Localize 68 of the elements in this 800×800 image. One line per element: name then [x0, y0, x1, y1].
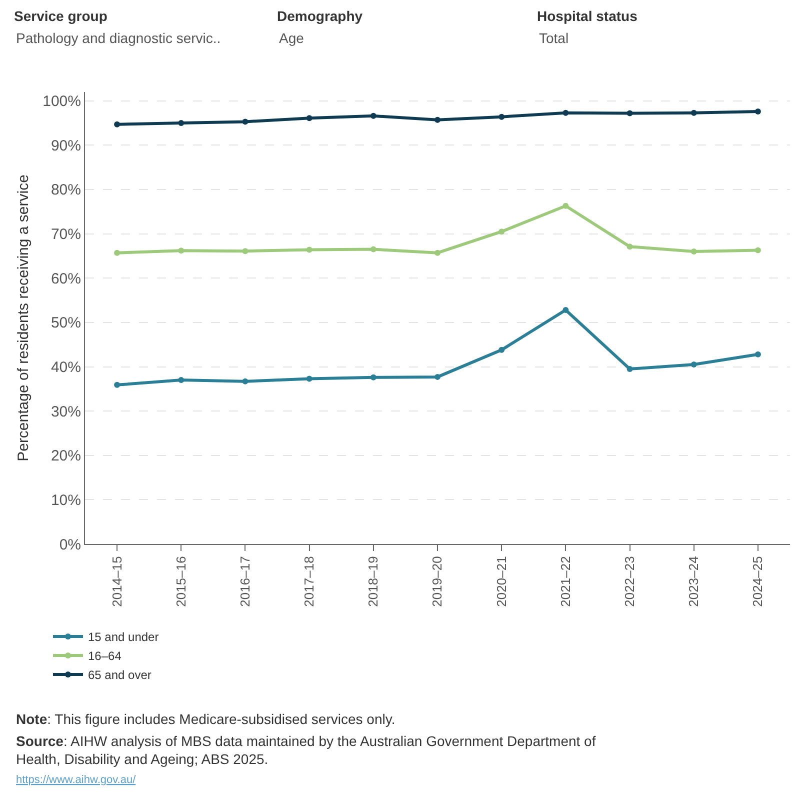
point — [754, 247, 761, 254]
point — [114, 121, 120, 128]
y-tick-label: 70% — [50, 226, 81, 244]
y-tick-label: 0% — [59, 536, 81, 554]
x-tick-label: 2015–16 — [173, 556, 188, 607]
point — [178, 120, 184, 126]
point — [306, 246, 312, 253]
point — [690, 248, 697, 255]
x-tick-label: 2019–20 — [430, 556, 445, 607]
y-tick-label: 20% — [50, 448, 81, 465]
point — [434, 116, 440, 123]
x-tick-label: 2024–25 — [750, 556, 766, 607]
point — [754, 351, 761, 358]
point — [114, 382, 120, 388]
x-tick-label: 2014–15 — [109, 556, 124, 607]
point — [626, 110, 633, 116]
text: Service group — [14, 8, 108, 24]
legend-label: 16–64 — [88, 649, 122, 664]
x-tick-label: 2020–21 — [494, 556, 509, 607]
point — [306, 115, 312, 122]
x-tick-label: 2016–17 — [237, 556, 252, 607]
point — [690, 362, 697, 368]
point — [626, 244, 633, 250]
point — [178, 377, 184, 384]
point — [242, 118, 248, 125]
text: Note: This figure includes Medicare-subsidised services only. — [16, 711, 396, 727]
source-note: Source: AIHW analysis of MBS data maintained by the Australian Government Department of Health, Disability and Ageing; ABS 2025. — [16, 733, 596, 768]
x-tick-label: 2021–22 — [558, 556, 573, 607]
point — [562, 110, 569, 116]
point — [114, 250, 120, 256]
text: Age — [279, 30, 304, 46]
point — [498, 228, 505, 235]
point — [306, 376, 312, 382]
y-axis-title: Percentage of residents receiving a service — [14, 174, 32, 462]
y-tick-label: 30% — [50, 403, 81, 420]
x-tick-label: 2017–18 — [302, 556, 317, 607]
y-tick-label: 10% — [50, 492, 81, 509]
point — [242, 378, 248, 384]
point — [498, 114, 505, 120]
point — [690, 110, 697, 116]
point — [562, 202, 569, 209]
y-tick-label: 80% — [50, 182, 81, 199]
text: Pathology and diagnostic servic.. — [16, 30, 221, 46]
point — [178, 248, 184, 254]
y-tick-label: 50% — [50, 314, 81, 332]
text: https://www.aihw.gov.au/ — [16, 774, 137, 786]
point — [370, 374, 376, 380]
y-tick-label: 90% — [50, 137, 81, 154]
x-tick-label: 2022–23 — [622, 556, 637, 607]
x-tick-label: 2023–24 — [686, 556, 702, 607]
point — [242, 248, 248, 254]
legend-label: 15 and under — [88, 630, 159, 644]
point — [370, 246, 376, 252]
y-tick-label: 100% — [42, 93, 81, 110]
point — [434, 250, 440, 256]
text: Total — [539, 30, 569, 46]
legend-label: 65 and over — [88, 668, 152, 682]
point — [562, 307, 569, 314]
text: Hospital status — [537, 8, 638, 24]
point — [434, 374, 440, 380]
point — [754, 108, 761, 114]
x-tick-label: 2018–19 — [366, 556, 381, 607]
point — [626, 366, 633, 372]
y-tick-label: 60% — [50, 270, 81, 288]
point — [498, 346, 505, 353]
point — [370, 112, 376, 119]
text: Demography — [277, 8, 363, 24]
y-tick-label: 40% — [50, 359, 81, 376]
